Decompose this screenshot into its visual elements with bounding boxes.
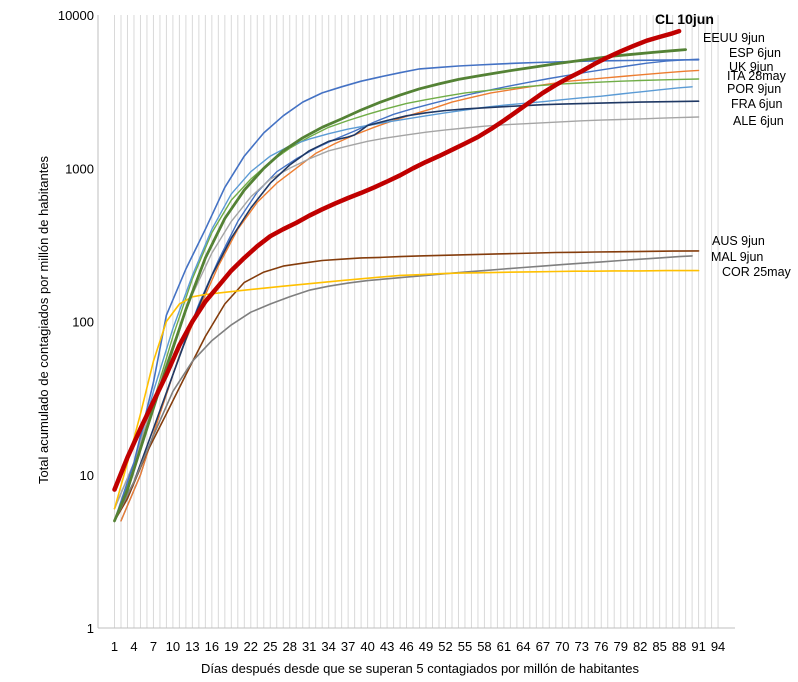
series-line-fra-6jun [113, 100, 700, 522]
series-line-ale-6jun [113, 116, 700, 510]
series-line-cor-25may [113, 269, 700, 510]
x-tick-label: 67 [536, 639, 550, 654]
series-group [112, 28, 700, 523]
x-tick-label: 58 [477, 639, 491, 654]
series-line-uk-9jun [120, 58, 700, 522]
series-label-cl-10jun: CL 10jun [655, 11, 714, 27]
grid [114, 15, 719, 628]
x-tick-label: 64 [516, 639, 530, 654]
x-tick-label: 46 [399, 639, 413, 654]
series-label-eeuu-9jun: EEUU 9jun [703, 31, 765, 45]
y-tick-label: 1 [87, 621, 94, 636]
x-tick-label: 40 [360, 639, 374, 654]
x-tick-label: 31 [302, 639, 316, 654]
series-line-mal-9jun [113, 255, 693, 522]
series-label-mal-9jun: MAL 9jun [711, 250, 763, 264]
x-tick-label: 4 [130, 639, 137, 654]
x-tick-label: 94 [711, 639, 725, 654]
x-tick-label: 7 [150, 639, 157, 654]
x-tick-label: 1 [111, 639, 118, 654]
x-tick-label: 52 [438, 639, 452, 654]
series-label-fra-6jun: FRA 6jun [731, 97, 782, 111]
x-tick-label: 16 [205, 639, 219, 654]
y-tick-label: 1000 [65, 161, 94, 176]
series-label-ita-28may: ITA 28may [727, 69, 787, 83]
series-label-ale-6jun: ALE 6jun [733, 114, 784, 128]
y-tick-label: 10000 [58, 8, 94, 23]
x-tick-label: 37 [341, 639, 355, 654]
series-label-esp-6jun: ESP 6jun [729, 46, 781, 60]
x-axis-title: Días después desde que se superan 5 cont… [201, 661, 639, 676]
series-line-aus-9jun [113, 250, 700, 522]
series-label-cor-25may: COR 25may [722, 265, 792, 279]
y-tick-label: 100 [72, 315, 94, 330]
x-tick-label: 79 [613, 639, 627, 654]
x-tick-label: 28 [282, 639, 296, 654]
x-tick-label: 19 [224, 639, 238, 654]
x-tick-label: 91 [691, 639, 705, 654]
x-tick-label: 22 [244, 639, 258, 654]
y-tick-label: 10 [80, 468, 94, 483]
x-tick-label: 76 [594, 639, 608, 654]
series-label-uk-9jun: UK 9jun [729, 60, 774, 74]
series-line-ita-28may-b- [113, 78, 700, 522]
series-line-cl-10jun [112, 28, 682, 492]
series-line-por-9jun [113, 86, 693, 510]
x-tick-label: 85 [652, 639, 666, 654]
x-tick-label: 34 [321, 639, 335, 654]
x-tick-label: 70 [555, 639, 569, 654]
y-axis-title: Total acumulado de contagiados por milló… [36, 155, 51, 484]
x-tick-label: 55 [458, 639, 472, 654]
x-tick-label: 73 [575, 639, 589, 654]
series-line-eeuu-9jun [113, 59, 700, 522]
x-tick-label: 82 [633, 639, 647, 654]
series-label-aus-9jun: AUS 9jun [712, 234, 765, 248]
series-label-por-9jun: POR 9jun [727, 82, 781, 96]
x-tick-label: 61 [497, 639, 511, 654]
x-tick-label: 25 [263, 639, 277, 654]
x-tick-label: 88 [672, 639, 686, 654]
x-tick-label: 13 [185, 639, 199, 654]
series-line-esp-6jun [113, 48, 687, 523]
x-tick-label: 10 [166, 639, 180, 654]
x-tick-label: 49 [419, 639, 433, 654]
x-tick-label: 43 [380, 639, 394, 654]
